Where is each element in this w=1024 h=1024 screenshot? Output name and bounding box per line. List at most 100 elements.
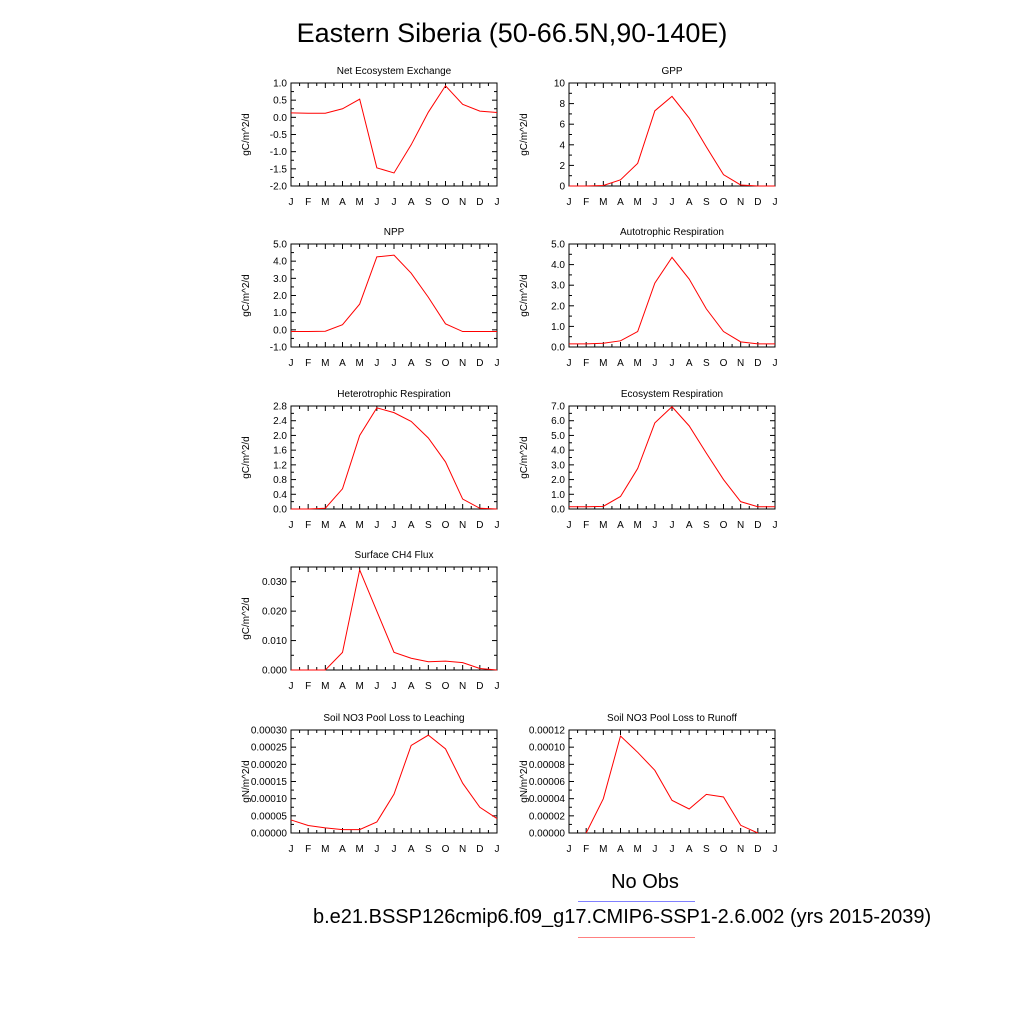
x-tick-label: D (754, 197, 761, 208)
y-tick-label: -2.0 (270, 182, 288, 193)
y-tick-label: -1.5 (270, 164, 288, 175)
y-axis-label: gC/m^2/d (241, 436, 252, 479)
y-tick-label: 2.0 (551, 475, 565, 486)
panel-soil-no3-runoff: Soil NO3 Pool Loss to RunoffgN/m^2/d0.00… (519, 713, 778, 855)
x-tick-label: A (339, 197, 346, 208)
x-tick-label: A (339, 681, 346, 692)
x-tick-label: N (737, 520, 744, 531)
x-tick-label: A (686, 520, 693, 531)
plot-frame (290, 729, 498, 834)
x-tick-label: D (754, 520, 761, 531)
x-tick-label: F (583, 197, 589, 208)
x-tick-label: J (652, 197, 657, 208)
y-tick-label: 4.0 (551, 260, 565, 271)
y-tick-label: 0.00000 (529, 829, 566, 840)
x-tick-label: O (720, 197, 728, 208)
series-line (290, 734, 498, 831)
y-axis-label: gC/m^2/d (519, 113, 530, 156)
x-tick-label: N (459, 844, 466, 855)
panel-title: Soil NO3 Pool Loss to Leaching (323, 713, 464, 724)
plot-frame (290, 82, 498, 187)
x-tick-label: J (392, 681, 397, 692)
x-tick-label: F (583, 844, 589, 855)
x-tick-label: J (670, 520, 675, 531)
x-tick-label: A (339, 358, 346, 369)
y-tick-label: 4 (559, 140, 565, 151)
y-tick-label: 0.00008 (529, 760, 566, 771)
x-tick-label: F (305, 358, 311, 369)
x-tick-label: N (737, 197, 744, 208)
x-tick-label: O (720, 520, 728, 531)
x-tick-label: J (289, 197, 294, 208)
x-tick-label: J (392, 844, 397, 855)
y-tick-label: -1.0 (270, 343, 288, 354)
series-line (585, 735, 759, 834)
x-tick-label: J (392, 197, 397, 208)
panel-title: Ecosystem Respiration (621, 389, 723, 400)
x-tick-label: M (355, 844, 363, 855)
y-axis-label: gC/m^2/d (519, 274, 530, 317)
y-tick-label: 3.0 (551, 281, 565, 292)
y-tick-label: -1.0 (270, 147, 288, 158)
x-tick-label: M (355, 520, 363, 531)
x-tick-label: F (583, 358, 589, 369)
x-tick-label: J (289, 844, 294, 855)
panel-ecosystem-respiration: Ecosystem Respiration gC/m^2/d 0.0 1.0 2.0 3.… (519, 389, 778, 531)
y-tick-label: 0.010 (262, 636, 287, 647)
y-tick-label: 5.0 (551, 431, 565, 442)
y-tick-label: 1.0 (551, 322, 565, 333)
x-tick-label: A (339, 844, 346, 855)
x-tick-label: J (652, 520, 657, 531)
x-tick-label: F (305, 197, 311, 208)
x-tick-label: M (633, 358, 641, 369)
y-tick-label: 10 (554, 79, 566, 90)
y-tick-label: -0.5 (270, 130, 288, 141)
x-tick-label: N (459, 197, 466, 208)
y-axis-label: gC/m^2/d (241, 274, 252, 317)
x-tick-label: M (321, 520, 329, 531)
x-tick-label: J (567, 358, 572, 369)
y-tick-label: 0.5 (273, 96, 287, 107)
x-tick-label: J (773, 520, 778, 531)
y-tick-label: 1.6 (273, 446, 287, 457)
y-tick-label: 4.0 (551, 446, 565, 457)
x-tick-label: M (599, 844, 607, 855)
y-tick-label: 6 (559, 120, 565, 131)
y-tick-label: 0.00006 (529, 777, 566, 788)
panel-title: Net Ecosystem Exchange (337, 66, 452, 77)
y-tick-label: 0.00004 (529, 794, 566, 805)
x-tick-label: S (425, 358, 432, 369)
x-tick-label: A (617, 844, 624, 855)
x-tick-label: S (703, 844, 710, 855)
x-tick-label: S (703, 520, 710, 531)
y-tick-label: 5.0 (551, 240, 565, 251)
y-tick-label: 4.0 (273, 257, 287, 268)
x-tick-label: F (583, 520, 589, 531)
series-line (569, 95, 775, 187)
x-tick-label: M (321, 197, 329, 208)
y-tick-label: 5.0 (273, 240, 287, 251)
series-line (291, 568, 498, 671)
panel-autotrophic-respiration: Autotrophic Respiration gC/m^2/d 0.0 1.0 2.0… (519, 227, 778, 369)
legend-obs-line (578, 901, 695, 902)
x-tick-label: N (737, 358, 744, 369)
y-tick-label: 0 (559, 182, 565, 193)
panel-heterotrophic-respiration: Heterotrophic Respiration gC/m^2/d 0.0 0.4 0… (241, 389, 500, 531)
y-tick-label: 0.00015 (251, 777, 288, 788)
legend-case-label: b.e21.BSSP126cmip6.f09_g17.CMIP6-SSP1-2.… (313, 906, 932, 928)
y-tick-label: 1.0 (273, 308, 287, 319)
x-tick-label: J (567, 197, 572, 208)
y-tick-label: 8 (559, 99, 565, 110)
x-tick-label: J (289, 681, 294, 692)
x-tick-label: J (392, 520, 397, 531)
x-tick-label: J (670, 197, 675, 208)
x-tick-label: N (459, 681, 466, 692)
series-line (569, 406, 775, 508)
x-tick-label: A (408, 358, 415, 369)
x-tick-label: D (476, 520, 483, 531)
x-tick-label: M (321, 844, 329, 855)
x-tick-label: M (599, 358, 607, 369)
